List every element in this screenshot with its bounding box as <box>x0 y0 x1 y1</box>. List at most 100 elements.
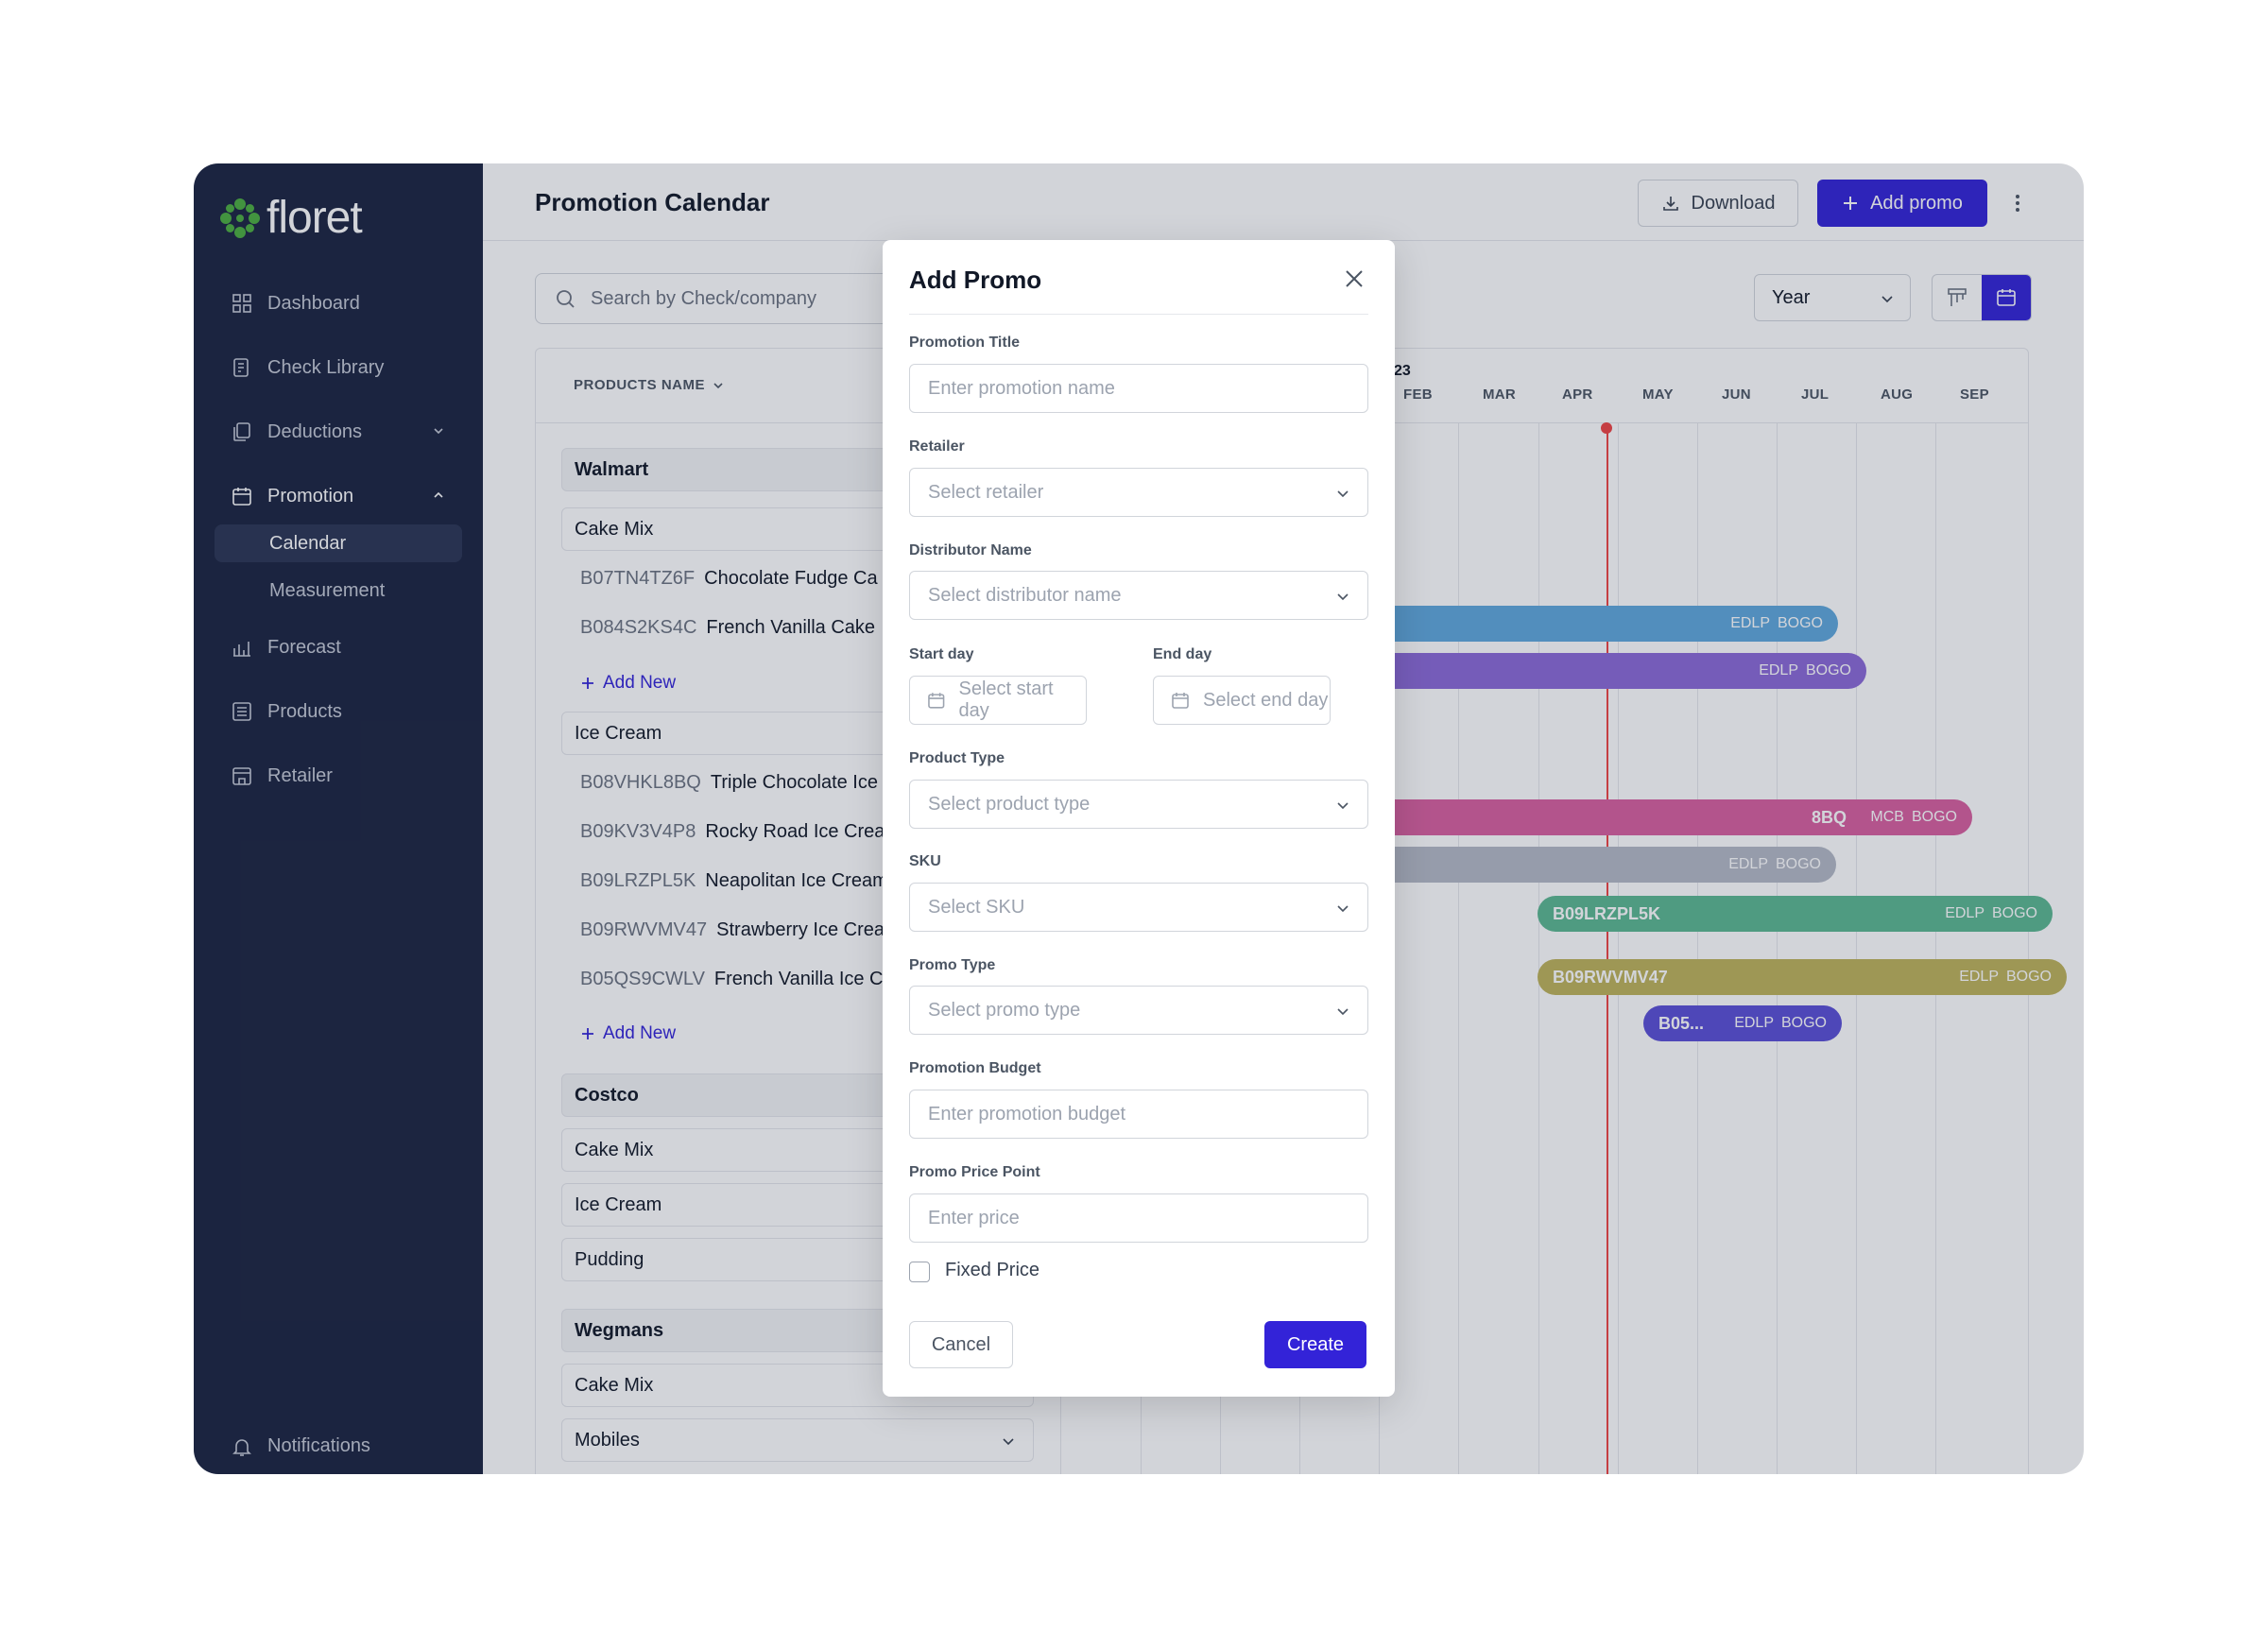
sku-select[interactable]: Select SKU <box>909 883 1368 932</box>
floret-logo-icon <box>220 198 260 238</box>
placeholder: Select retailer <box>928 481 1044 503</box>
price-point-label: Promo Price Point <box>909 1164 1040 1180</box>
tag: EDLP <box>1759 662 1798 678</box>
brand-logo[interactable]: floret <box>219 196 363 241</box>
create-button[interactable]: Create <box>1264 1321 1366 1368</box>
sku-code: B05QS9CWLV <box>580 969 705 989</box>
end-day-label: End day <box>1153 646 1212 662</box>
sidebar-item-deductions[interactable]: Deductions <box>215 407 462 456</box>
sidebar-item-promotion[interactable]: Promotion <box>215 472 462 521</box>
more-options-icon[interactable] <box>2012 192 2023 215</box>
placeholder: Select product type <box>928 793 1091 815</box>
sku-label: SKU <box>909 853 941 869</box>
price-point-input[interactable]: Enter price <box>909 1193 1368 1243</box>
sidebar-item-forecast[interactable]: Forecast <box>215 623 462 672</box>
promo-bar[interactable]: B05... EDLP BOGO <box>1643 1005 1842 1041</box>
promotion-title-input[interactable]: Enter promotion name <box>909 364 1368 413</box>
row-label: Wegmans <box>575 1319 664 1341</box>
add-promo-button[interactable]: Add promo <box>1817 180 1987 227</box>
placeholder: Select start day <box>958 678 1054 721</box>
products-name-header[interactable]: PRODUCTS NAME <box>574 377 724 393</box>
gridline <box>1935 422 1936 1474</box>
bell-icon <box>232 1436 252 1457</box>
sku-code: B08VHKL8BQ <box>580 772 701 793</box>
placeholder: Enter promotion budget <box>928 1103 1126 1125</box>
calendar-view-button[interactable] <box>1982 275 2031 320</box>
board-view-button[interactable] <box>1933 275 1982 320</box>
placeholder: Enter price <box>928 1207 1020 1228</box>
chevron-down-icon <box>1337 490 1349 498</box>
search-input[interactable]: Search by Check/company <box>535 273 1026 324</box>
promo-bar[interactable]: B09RWVMV47 EDLP BOGO <box>1538 959 2067 995</box>
list-item[interactable]: B084S2KS4C French Vanilla Cake <box>580 617 875 639</box>
sidebar-item-retailer[interactable]: Retailer <box>215 751 462 800</box>
sku-name: French Vanilla Cake <box>706 617 876 638</box>
promo-bar[interactable]: EDLP BOGO <box>1367 653 1866 689</box>
promo-label: B05... <box>1658 1013 1705 1033</box>
grid-icon <box>232 293 252 314</box>
promo-bar[interactable]: 8BQ MCB BOGO <box>1367 799 1972 835</box>
today-line <box>1606 425 1608 1474</box>
fixed-price-checkbox[interactable] <box>909 1262 930 1282</box>
gridline <box>1538 422 1539 1474</box>
start-day-picker[interactable]: Select start day <box>909 676 1087 725</box>
download-label: Download <box>1691 192 1776 214</box>
placeholder: Enter promotion name <box>928 377 1115 399</box>
sidebar-subitem-calendar[interactable]: Calendar <box>215 524 462 562</box>
promo-bar[interactable]: EDLP BOGO <box>1367 847 1836 883</box>
cancel-button[interactable]: Cancel <box>909 1321 1013 1368</box>
end-day-picker[interactable]: Select end day <box>1153 676 1331 725</box>
list-item[interactable]: B08VHKL8BQ Triple Chocolate Ice <box>580 772 878 794</box>
check-file-icon <box>232 357 252 378</box>
row-label: Ice Cream <box>575 1193 662 1215</box>
calendar-icon <box>928 693 945 709</box>
gridline <box>1777 422 1778 1474</box>
budget-input[interactable]: Enter promotion budget <box>909 1090 1368 1139</box>
sidebar-item-check-library[interactable]: Check Library <box>215 343 462 392</box>
download-button[interactable]: Download <box>1638 180 1798 227</box>
sidebar-item-notifications[interactable]: Notifications <box>232 1435 370 1457</box>
chevron-down-icon <box>713 382 723 388</box>
list-item[interactable]: B09RWVMV47 Strawberry Ice Crea <box>580 919 885 941</box>
sku-name: Triple Chocolate Ice <box>710 772 878 793</box>
list-item[interactable]: B05QS9CWLV French Vanilla Ice Cr <box>580 969 889 990</box>
month-label: SEP <box>1960 386 1989 403</box>
search-placeholder: Search by Check/company <box>591 287 817 309</box>
add-new-button[interactable]: Add New <box>580 1023 676 1044</box>
column-header-label: PRODUCTS NAME <box>574 377 706 393</box>
promo-bar[interactable]: EDLP BOGO <box>1367 606 1838 642</box>
row-label: Costco <box>575 1084 639 1106</box>
sidebar-subitem-measurement[interactable]: Measurement <box>269 579 386 601</box>
tag: EDLP <box>1728 856 1768 872</box>
month-label: APR <box>1562 386 1593 403</box>
list-item[interactable]: B09KV3V4P8 Rocky Road Ice Crea <box>580 821 885 843</box>
add-new-label: Add New <box>603 673 677 693</box>
table-row[interactable]: Mobiles <box>561 1418 1034 1462</box>
promo-bar[interactable]: B09LRZPL5K EDLP BOGO <box>1538 896 2053 932</box>
sidebar-item-dashboard[interactable]: Dashboard <box>215 279 462 328</box>
add-new-button[interactable]: Add New <box>580 673 676 694</box>
gridline <box>1856 422 1857 1474</box>
row-label: Walmart <box>575 458 649 480</box>
chevron-up-icon <box>434 491 443 498</box>
promo-tags: MCB BOGO <box>1863 809 1957 826</box>
retailer-select[interactable]: Select retailer <box>909 468 1368 517</box>
close-icon[interactable] <box>1344 268 1365 289</box>
period-select[interactable]: Year <box>1754 274 1911 321</box>
promo-type-select[interactable]: Select promo type <box>909 986 1368 1035</box>
sidebar: floret Dashboard Check Library Deduction… <box>194 163 483 1474</box>
gridline <box>1618 422 1619 1474</box>
distributor-label: Distributor Name <box>909 542 1032 558</box>
calendar-icon <box>1997 289 2016 306</box>
sidebar-item-products[interactable]: Products <box>215 687 462 736</box>
distributor-select[interactable]: Select distributor name <box>909 571 1368 620</box>
sidebar-nav: Dashboard Check Library Deductions Pro <box>215 279 462 816</box>
dialog-divider <box>909 314 1368 315</box>
product-type-select[interactable]: Select product type <box>909 780 1368 829</box>
sku-name: Chocolate Fudge Ca <box>704 568 878 589</box>
list-item[interactable]: B07TN4TZ6F Chocolate Fudge Ca <box>580 568 878 590</box>
product-type-label: Product Type <box>909 750 1005 766</box>
list-item[interactable]: B09LRZPL5K Neapolitan Ice Cream <box>580 870 888 892</box>
promotion-title-label: Promotion Title <box>909 335 1021 351</box>
tag: BOGO <box>1805 662 1851 678</box>
